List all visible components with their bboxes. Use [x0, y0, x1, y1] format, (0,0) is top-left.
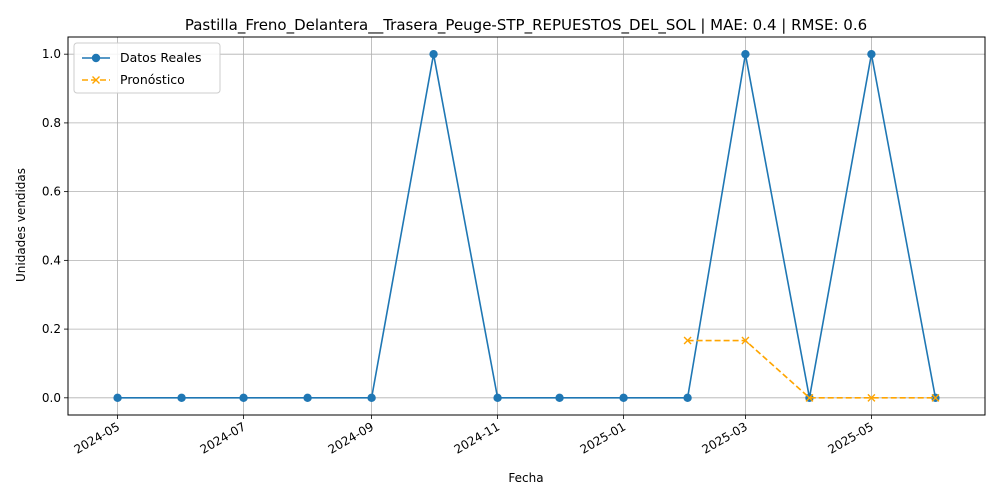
- data-point: [493, 393, 502, 403]
- data-point: [683, 336, 692, 345]
- y-tick-label: 1.0: [42, 47, 61, 61]
- series-actual: [113, 49, 940, 403]
- data-point: [683, 393, 692, 403]
- data-point: [177, 393, 186, 403]
- data-point: [867, 393, 876, 402]
- series-layer: [113, 49, 940, 403]
- data-point: [741, 49, 750, 59]
- data-point: [367, 393, 376, 403]
- data-point: [805, 393, 814, 402]
- data-point: [867, 49, 876, 59]
- x-tick-label: 2025-03: [700, 419, 750, 456]
- legend-label: Datos Reales: [120, 50, 201, 65]
- y-tick-label: 0.0: [42, 391, 61, 405]
- x-tick-label: 2024-07: [198, 419, 248, 456]
- y-axis-label: Unidades vendidas: [14, 168, 28, 282]
- data-point: [113, 393, 122, 403]
- y-tick-label: 0.6: [42, 185, 61, 199]
- x-tick-label: 2024-11: [452, 419, 502, 456]
- legend-label: Pronóstico: [120, 72, 185, 87]
- grid: [68, 37, 985, 415]
- data-point: [303, 393, 312, 403]
- axes: 2024-05 2024-07 2024-09 2024-11 2025-01 2025-…: [42, 47, 876, 456]
- legend: Datos Reales Pronóstico: [73, 42, 221, 94]
- x-tick-label: 2024-09: [326, 419, 376, 456]
- x-tick-label: 2025-01: [578, 419, 628, 456]
- x-axis-label: Fecha: [508, 471, 543, 485]
- chart-title: Pastilla_Freno_Delantera__Trasera_Peuge-…: [185, 16, 867, 35]
- data-point: [619, 393, 628, 403]
- data-point: [741, 336, 750, 345]
- x-tick-label: 2025-05: [825, 419, 875, 456]
- x-tick-label: 2024-05: [72, 419, 122, 456]
- data-point: [429, 49, 438, 59]
- y-tick-label: 0.4: [42, 253, 61, 267]
- plot-frame: [67, 36, 986, 416]
- data-point: [555, 393, 564, 403]
- data-point: [239, 393, 248, 403]
- data-point: [931, 393, 940, 402]
- legend-box: [73, 42, 221, 94]
- legend-marker: [92, 76, 100, 84]
- series-forecast: [683, 336, 940, 402]
- legend-marker: [91, 53, 101, 63]
- series-line: [687, 339, 936, 399]
- series-line: [117, 54, 937, 399]
- y-tick-label: 0.8: [42, 116, 61, 130]
- y-tick-label: 0.2: [42, 322, 61, 336]
